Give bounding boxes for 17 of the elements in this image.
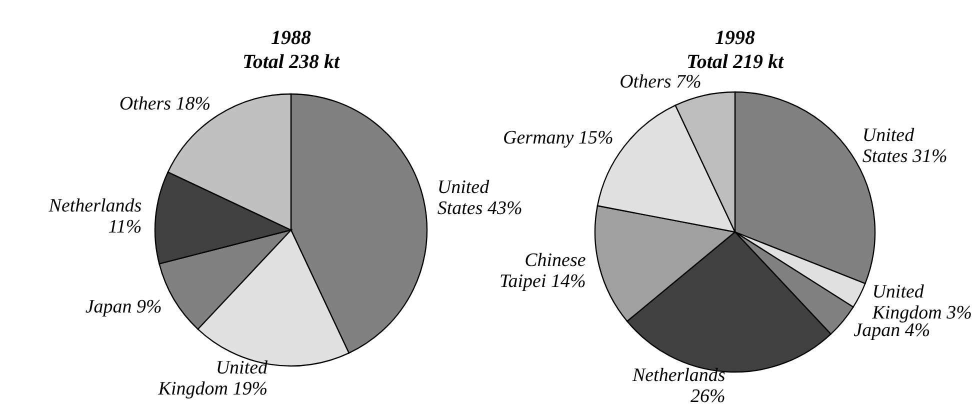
chart-title: 1988 xyxy=(270,26,312,50)
data-label: 11% xyxy=(108,216,142,238)
slice-label: United Kingdom 19% xyxy=(157,358,268,400)
chart-subtitle: Total 238 kt xyxy=(241,50,341,74)
slice-label: Netherlands xyxy=(631,365,726,386)
slice-label: United States 43% xyxy=(437,176,522,219)
slice-label: Germany 15% xyxy=(503,128,614,149)
chart-title: 1998 xyxy=(714,26,756,50)
slice-label: Japan 9% xyxy=(85,296,162,318)
chart-subtitle: Total 219 kt xyxy=(685,50,785,74)
slice-label: United Kingdom 3% xyxy=(871,281,972,324)
slice-label: Others 18% xyxy=(119,93,211,114)
slice-label: Chinese Taipei 14% xyxy=(499,250,586,292)
slice-label: Others 7% xyxy=(620,72,702,93)
slice-label: Netherlands xyxy=(48,195,142,216)
data-label: 26% xyxy=(690,386,726,408)
slice-label: United States 31% xyxy=(862,124,948,167)
